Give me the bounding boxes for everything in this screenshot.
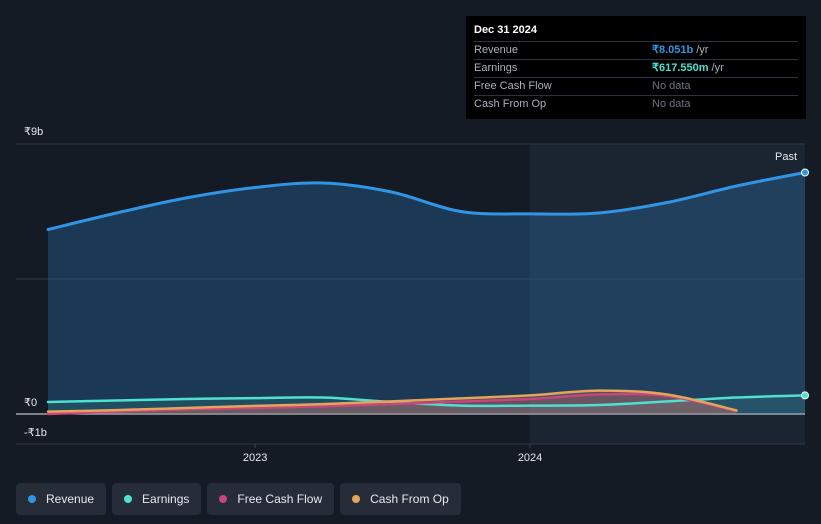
tooltip-row-value: ₹617.550m [652, 62, 709, 74]
tooltip-row-value: No data [652, 98, 691, 110]
gridlines [16, 143, 805, 445]
legend-label: Earnings [142, 492, 190, 506]
legend: Revenue Earnings Free Cash Flow Cash From O… [16, 483, 461, 515]
tooltip-row-label: Free Cash Flow [474, 80, 552, 92]
legend-dot-icon [28, 495, 36, 503]
y-tick-label: ₹0 [24, 397, 37, 409]
tooltip-row-unit: /yr [696, 44, 709, 56]
series-end-markers [801, 168, 809, 400]
tooltip-row: Revenue ₹8.051b/yr [474, 42, 798, 60]
tooltip-row: Cash From Op No data [474, 96, 798, 113]
tooltip-date: Dec 31 2024 [474, 24, 798, 42]
tooltip-row-label: Cash From Op [474, 98, 547, 110]
tooltip-row: Earnings ₹617.550m/yr [474, 60, 798, 78]
tooltip-row-label: Earnings [474, 62, 518, 74]
legend-label: Revenue [46, 492, 95, 506]
legend-item-revenue[interactable]: Revenue [16, 483, 107, 515]
tooltip-row-label: Revenue [474, 44, 519, 56]
revenue-area [48, 172, 805, 414]
x-tick-label: 2023 [243, 452, 267, 464]
tooltip-row-value: No data [652, 80, 691, 92]
y-axis-ticks: ₹9b ₹0 -₹1b [24, 126, 47, 439]
legend-item-cash-from-op[interactable]: Cash From Op [340, 483, 461, 515]
cash-from-op-line [46, 389, 738, 413]
revenue-end-point [801, 168, 809, 177]
tooltip-panel: Dec 31 2024 Revenue ₹8.051b/yr Earnings ₹61… [466, 16, 806, 119]
tooltip-row: Free Cash Flow No data [474, 78, 798, 96]
legend-dot-icon [219, 495, 228, 503]
earnings-line [46, 394, 807, 408]
earnings-end-point [801, 391, 809, 400]
legend-item-earnings[interactable]: Earnings [112, 483, 202, 515]
tooltip-row-unit: /yr [711, 62, 724, 74]
series-lines [46, 171, 807, 416]
y-tick-label: -₹1b [24, 427, 47, 439]
legend-dot-icon [124, 495, 133, 503]
past-label: Past [775, 151, 797, 163]
legend-label: Free Cash Flow [237, 492, 323, 506]
series-areas [48, 172, 805, 414]
tooltip-row-value: ₹8.051b [652, 44, 694, 56]
x-tick-label: 2024 [518, 452, 542, 464]
legend-dot-icon [352, 495, 361, 503]
x-axis-ticks: 2023 2024 [243, 444, 542, 464]
legend-item-free-cash-flow[interactable]: Free Cash Flow [207, 483, 335, 515]
legend-label: Cash From Op [370, 492, 449, 506]
y-tick-label: ₹9b [24, 126, 43, 138]
revenue-line [46, 171, 807, 231]
free-cash-flow-line [46, 392, 738, 416]
